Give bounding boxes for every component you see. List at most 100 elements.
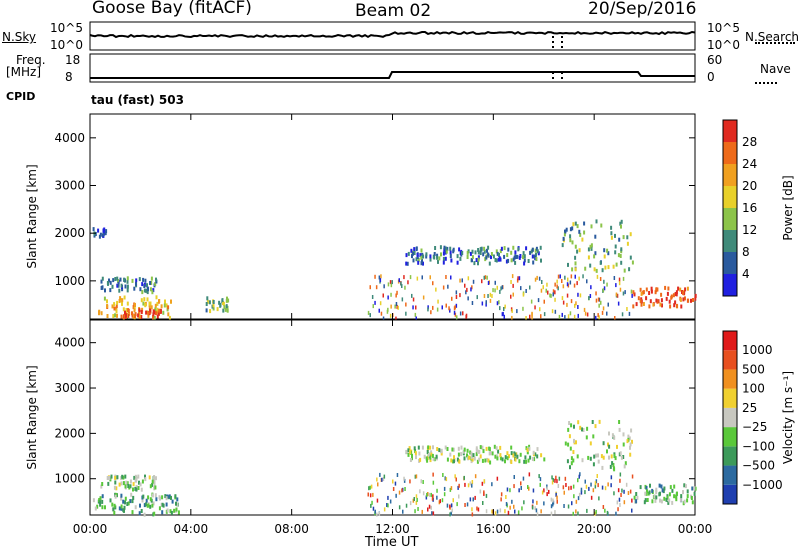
echo-cell <box>665 296 668 301</box>
echo-cell <box>589 441 592 446</box>
echo-cell <box>101 276 104 281</box>
y-tick-label: 3000 <box>54 179 85 193</box>
echo-cell <box>404 487 406 491</box>
echo-cell <box>106 476 109 480</box>
echo-cell <box>552 502 554 507</box>
echo-cell <box>536 512 539 517</box>
echo-cell <box>528 486 530 491</box>
echo-cell <box>490 255 492 260</box>
echo-cell <box>432 494 434 499</box>
echo-cell <box>513 504 515 509</box>
echo-cell <box>565 227 568 232</box>
nave-legend-dots <box>755 82 777 84</box>
echo-cell <box>572 511 574 516</box>
echo-cell <box>590 495 593 500</box>
nsearch-tick-bottom: 10^0 <box>707 38 740 52</box>
echo-cell <box>415 246 418 251</box>
echo-cell <box>543 488 545 493</box>
echo-cell <box>212 300 215 304</box>
echo-cell <box>140 314 143 319</box>
echo-cell <box>586 279 588 284</box>
echo-cell <box>135 478 138 483</box>
echo-cell <box>513 484 515 489</box>
echo-cell <box>619 478 621 483</box>
echo-cell <box>122 475 125 480</box>
echo-cell <box>571 240 574 245</box>
echo-cell <box>124 310 126 315</box>
echo-cell <box>514 509 516 514</box>
echo-cell <box>370 484 373 489</box>
echo-cell <box>145 310 148 315</box>
echo-cell <box>371 500 373 505</box>
echo-cell <box>448 306 450 311</box>
echo-cell <box>460 452 463 457</box>
echo-cell <box>619 254 622 258</box>
echo-cell <box>629 442 632 447</box>
echo-cell <box>106 304 109 308</box>
echo-cell <box>540 453 543 458</box>
echo-cell <box>626 235 629 240</box>
echo-cell <box>587 255 590 260</box>
echo-cell <box>114 313 116 318</box>
echo-cell <box>617 507 619 512</box>
echo-cell <box>502 311 504 316</box>
echo-cell <box>412 258 415 263</box>
colorbar-segment <box>723 252 737 274</box>
echo-cell <box>555 475 557 480</box>
echo-cell <box>630 428 633 433</box>
echo-cell <box>487 281 490 285</box>
echo-cell <box>627 434 630 439</box>
echo-cell <box>121 298 124 303</box>
echo-cell <box>481 301 484 306</box>
echo-cell <box>566 459 569 464</box>
echo-cell <box>504 509 506 514</box>
echo-cell <box>570 299 573 304</box>
echo-cell <box>414 312 417 317</box>
echo-cell <box>518 488 520 493</box>
echo-cell <box>367 492 369 497</box>
echo-cell <box>615 292 618 297</box>
echo-cell <box>516 454 519 459</box>
echo-cell <box>680 494 683 499</box>
echo-cell <box>395 302 398 306</box>
echo-cell <box>693 491 696 496</box>
echo-cell <box>616 500 619 505</box>
echo-cell <box>552 289 555 294</box>
echo-cell <box>598 496 600 501</box>
echo-cell <box>383 284 385 289</box>
echo-cell <box>138 308 141 313</box>
echo-cell <box>598 297 601 302</box>
echo-cell <box>120 493 123 498</box>
colorbar-segment <box>723 369 737 389</box>
echo-cell <box>578 248 581 253</box>
echo-cell <box>495 446 498 451</box>
echo-cell <box>109 498 112 503</box>
echo-cell <box>101 482 104 486</box>
echo-cell <box>487 245 490 250</box>
echo-cell <box>139 482 142 487</box>
echo-cell <box>535 246 538 251</box>
echo-cell <box>567 314 570 319</box>
echo-cell <box>499 456 502 461</box>
echo-cell <box>102 228 105 233</box>
echo-cell <box>379 301 382 306</box>
echo-cell <box>575 499 578 504</box>
echo-cell <box>578 474 580 479</box>
echo-cell <box>415 455 417 460</box>
echo-cell <box>432 472 434 477</box>
echo-cell <box>414 509 416 514</box>
nsearch-legend-dots <box>755 42 795 44</box>
echo-cell <box>522 255 524 260</box>
nsearch-label: N.Search <box>745 30 800 44</box>
echo-cell <box>430 310 432 315</box>
echo-cell <box>422 480 424 484</box>
echo-cell <box>508 454 510 459</box>
freq-tick-top: 18 <box>65 53 81 67</box>
echo-cell <box>574 274 576 279</box>
echo-cell <box>125 308 128 312</box>
echo-cell <box>481 458 484 463</box>
echo-cell <box>176 502 179 507</box>
echo-cell <box>104 288 106 293</box>
echo-cell <box>449 452 452 457</box>
echo-cell <box>507 510 510 515</box>
